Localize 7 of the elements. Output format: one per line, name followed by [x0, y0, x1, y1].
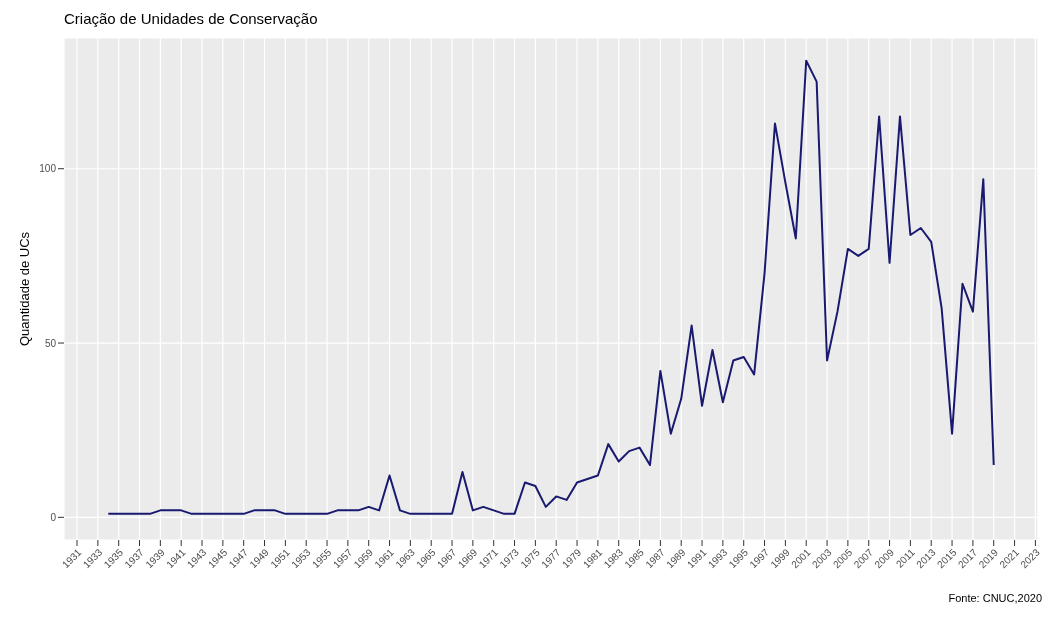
y-tick-label: 50: [44, 337, 57, 349]
y-tick-label: 100: [39, 163, 57, 175]
y-tick-label: 0: [50, 511, 57, 523]
chart-title: Criação de Unidades de Conservação: [63, 9, 319, 29]
source-note: Fonte: CNUC,2020: [947, 592, 1043, 604]
y-axis-title: Quantidade de UCs: [16, 231, 32, 347]
line-series: [107, 59, 995, 515]
